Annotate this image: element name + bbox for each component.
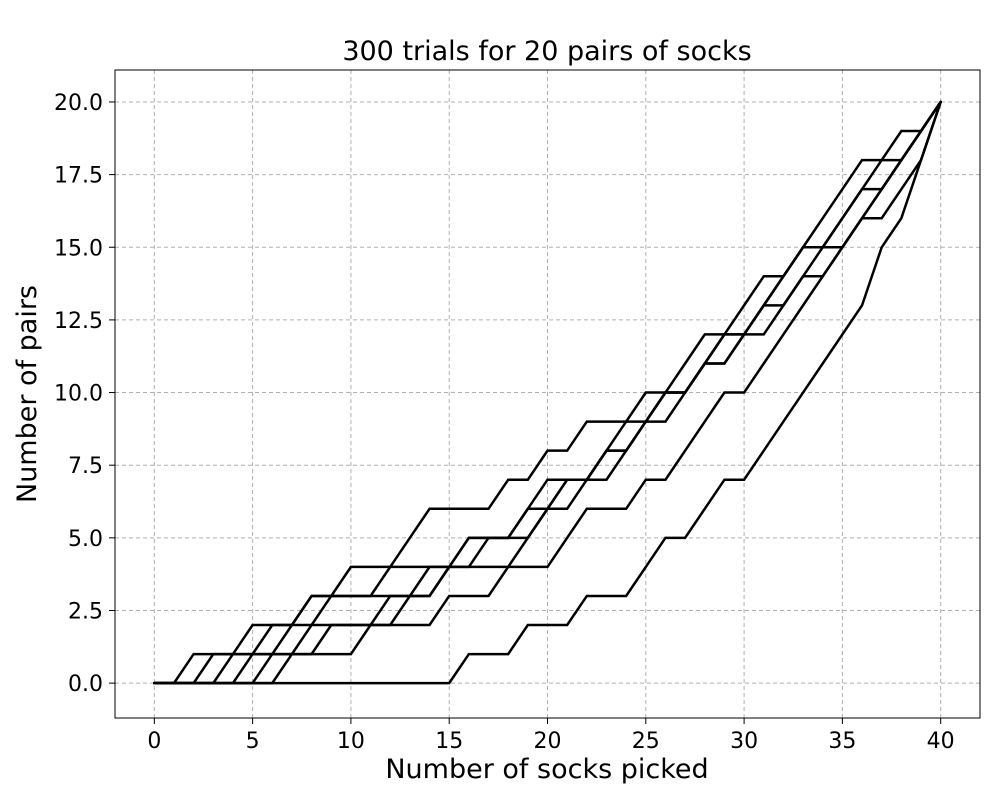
x-tick-label: 35 (828, 729, 856, 754)
y-tick-label: 17.5 (54, 164, 103, 189)
y-axis-ticks: 0.0 2.5 5.0 7.5 10.0 12.5 15.0 17.5 20.0 (54, 91, 115, 697)
trial-paths (153, 100, 942, 685)
y-tick-label: 7.5 (68, 454, 103, 479)
y-tick-label: 20.0 (54, 91, 103, 116)
trial-path (153, 100, 942, 685)
x-tick-label: 15 (435, 729, 463, 754)
trial-path (153, 100, 942, 685)
x-tick-label: 25 (632, 729, 660, 754)
x-tick-label: 20 (534, 729, 562, 754)
x-tick-label: 0 (147, 729, 161, 754)
x-tick-label: 5 (246, 729, 260, 754)
x-tick-label: 10 (337, 729, 365, 754)
chart-title: 300 trials for 20 pairs of socks (342, 36, 751, 67)
trial-path (153, 100, 942, 685)
x-tick-label: 30 (730, 729, 758, 754)
y-tick-label: 5.0 (68, 527, 103, 552)
x-axis-title: Number of socks picked (385, 754, 708, 785)
x-axis-ticks: 0 5 10 15 20 25 30 35 40 (147, 718, 955, 754)
y-tick-label: 0.0 (68, 672, 103, 697)
grid (115, 70, 980, 718)
y-tick-label: 2.5 (68, 599, 103, 624)
plot-frame (114, 69, 981, 719)
y-tick-label: 10.0 (54, 382, 103, 407)
x-tick-label: 40 (927, 729, 955, 754)
y-axis-title: Number of pairs (12, 285, 43, 503)
y-tick-label: 12.5 (54, 309, 103, 334)
y-tick-label: 15.0 (54, 236, 103, 261)
